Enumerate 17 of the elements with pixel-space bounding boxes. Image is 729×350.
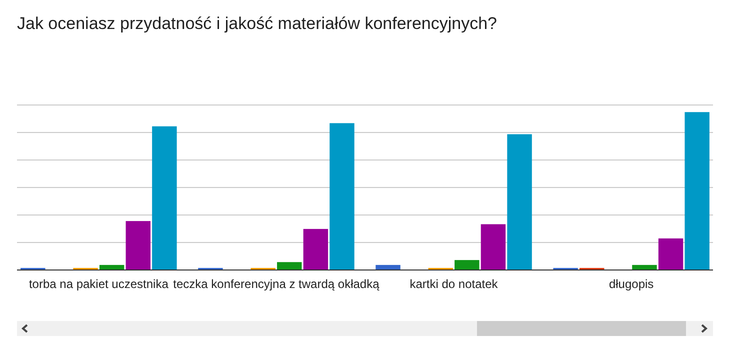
x-tick-label: teczka konferencyjna z twardą okładką	[173, 277, 380, 291]
x-tick-label: długopis	[608, 277, 654, 291]
bar	[480, 224, 506, 270]
bar	[454, 260, 480, 270]
bar	[684, 112, 710, 270]
bar	[632, 264, 657, 270]
x-tick-label: kartki do notatek	[410, 277, 499, 291]
bar	[507, 134, 532, 270]
bar	[658, 238, 684, 270]
x-tick-label: torba na pakiet uczestnika	[28, 277, 169, 291]
bar	[303, 228, 328, 270]
bar	[376, 264, 400, 270]
bar	[330, 123, 354, 270]
bar	[277, 262, 302, 270]
chart-title: Jak oceniasz przydatność i jakość materiałów konferencyjnych?	[17, 14, 498, 33]
bar	[126, 221, 150, 270]
bar	[152, 126, 177, 270]
